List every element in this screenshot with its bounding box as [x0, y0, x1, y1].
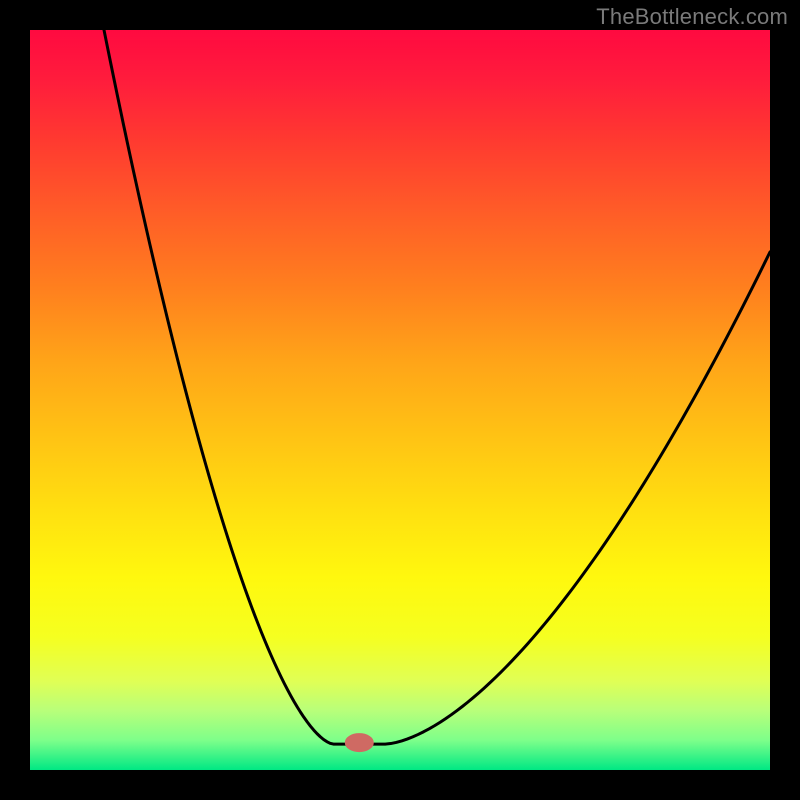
optimum-marker — [345, 734, 373, 752]
chart-container: TheBottleneck.com — [0, 0, 800, 800]
watermark-text: TheBottleneck.com — [596, 4, 788, 30]
bottleneck-chart — [0, 0, 800, 800]
chart-background — [30, 30, 770, 770]
